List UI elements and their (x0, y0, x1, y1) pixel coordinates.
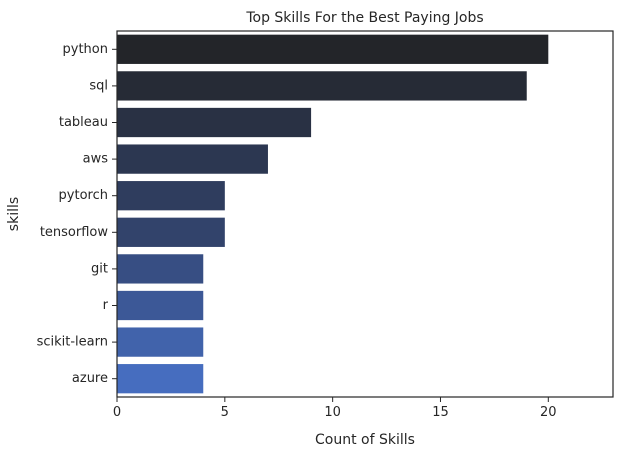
x-tick-label: 5 (221, 405, 229, 420)
bar-aws (117, 144, 268, 174)
bar-pytorch (117, 181, 225, 211)
y-tick-label: python (63, 42, 108, 57)
bar-git (117, 254, 204, 284)
y-tick-label: aws (83, 152, 109, 167)
y-tick-label: azure (72, 371, 108, 386)
chart-title: Top Skills For the Best Paying Jobs (245, 10, 483, 26)
plot-frame (116, 30, 614, 398)
y-axis-title: skills (6, 197, 22, 231)
y-tick-label: git (91, 261, 108, 276)
y-tick-label: pytorch (59, 188, 108, 203)
bar-python (117, 34, 549, 64)
bar-tensorflow (117, 217, 225, 247)
x-tick-label: 10 (324, 405, 341, 420)
bar-azure (117, 364, 204, 394)
bars-group (117, 34, 549, 394)
bar-sql (117, 71, 527, 101)
y-tick-label: r (103, 298, 109, 313)
y-tick-label: tableau (59, 115, 108, 130)
x-axis-ticks: 0 5 10 15 20 (113, 397, 557, 420)
bar-r (117, 290, 204, 321)
bar-scikit-learn (117, 327, 204, 357)
y-tick-label: tensorflow (40, 225, 109, 240)
x-tick-label: 20 (540, 405, 557, 420)
y-axis-ticks: python sql tableau aws pytorch tensorflow git r… (37, 42, 117, 386)
y-tick-label: sql (89, 78, 108, 93)
x-tick-label: 15 (432, 405, 449, 420)
bar-tableau (117, 107, 312, 138)
x-axis-title: Count of Skills (315, 432, 415, 448)
x-tick-label: 0 (113, 405, 121, 420)
y-tick-label: scikit-learn (37, 335, 108, 350)
